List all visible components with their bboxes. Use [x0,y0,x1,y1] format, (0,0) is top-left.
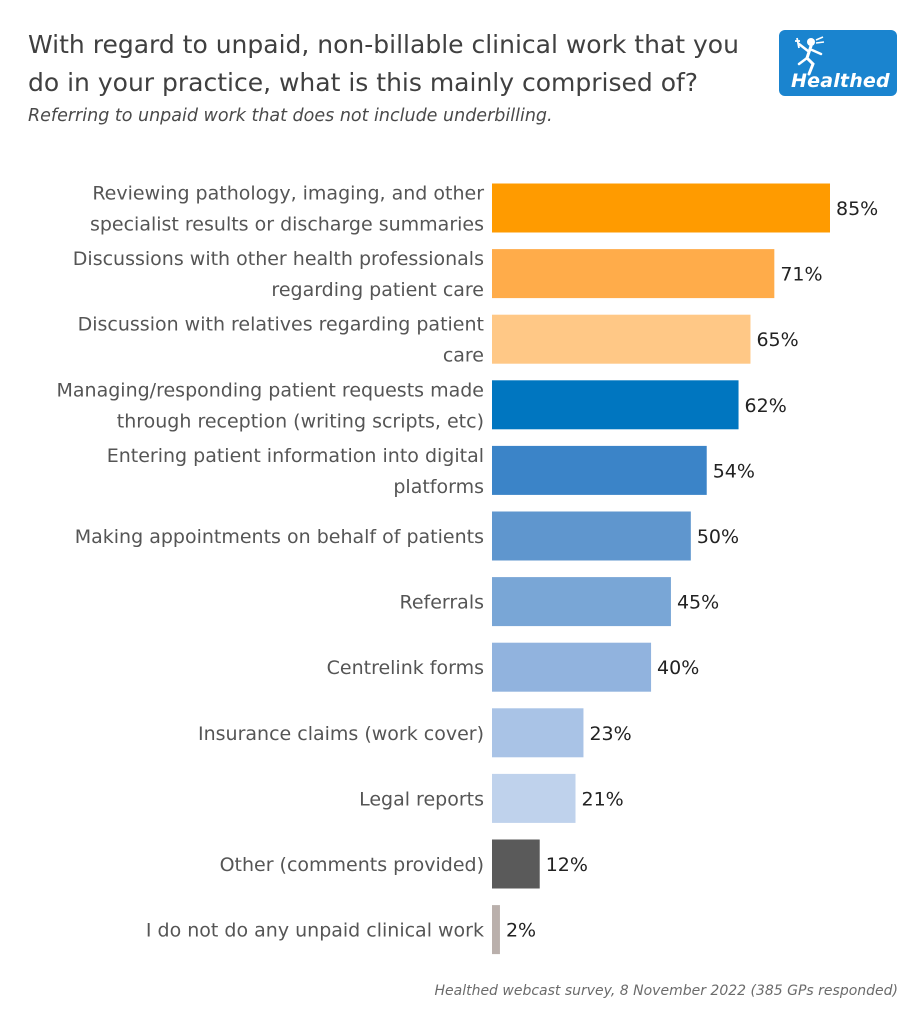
data-label: 2% [506,920,536,942]
category-label: care [443,345,484,367]
data-label: 50% [697,526,739,548]
category-label: regarding patient care [271,279,484,301]
data-label: 62% [745,395,787,417]
bar [492,642,652,692]
data-label: 45% [677,592,719,614]
bar [492,708,584,758]
bar [492,445,707,495]
bar [492,314,751,364]
category-label: specialist results or discharge summarie… [90,214,484,236]
category-label: Managing/responding patient requests mad… [57,379,484,401]
logo-text: Healthed [791,70,890,92]
bar [492,839,540,889]
healthed-logo: Healthed [779,30,897,96]
chart-title: With regard to unpaid, non-billable clin… [28,30,739,97]
category-label: Legal reports [359,788,484,810]
data-label: 40% [657,657,699,679]
category-label: Insurance claims (work cover) [198,723,484,745]
bar [492,773,576,823]
data-label: 12% [546,854,588,876]
category-label: I do not do any unpaid clinical work [146,920,484,942]
category-label: Other (comments provided) [220,854,484,876]
category-label: Discussion with relatives regarding pati… [78,314,484,336]
category-label: Reviewing pathology, imaging, and other [92,183,484,205]
bar [492,249,775,299]
category-label: Referrals [399,592,484,614]
category-label: Entering patient information into digita… [107,445,484,467]
bar-chart: 85% Reviewing pathology, imaging, and oth… [57,183,878,955]
bar [492,511,691,561]
data-label: 21% [582,788,624,810]
category-label: Discussions with other health profession… [73,248,484,270]
chart-subtitle: Referring to unpaid work that does not i… [28,106,553,126]
source-note: Healthed webcast survey, 8 November 2022… [434,983,898,999]
category-label: through reception (writing scripts, etc) [117,410,484,432]
category-label: Making appointments on behalf of patient… [75,526,484,548]
data-label: 23% [589,723,631,745]
bar [492,577,671,627]
data-label: 85% [836,198,878,220]
bar [492,905,500,955]
bar [492,183,830,233]
hermes-figure-icon [795,36,825,76]
data-label: 54% [713,460,755,482]
bar [492,380,739,430]
category-label: platforms [393,476,484,498]
data-label: 65% [756,329,798,351]
data-label: 71% [780,264,822,286]
category-label: Centrelink forms [327,657,484,679]
